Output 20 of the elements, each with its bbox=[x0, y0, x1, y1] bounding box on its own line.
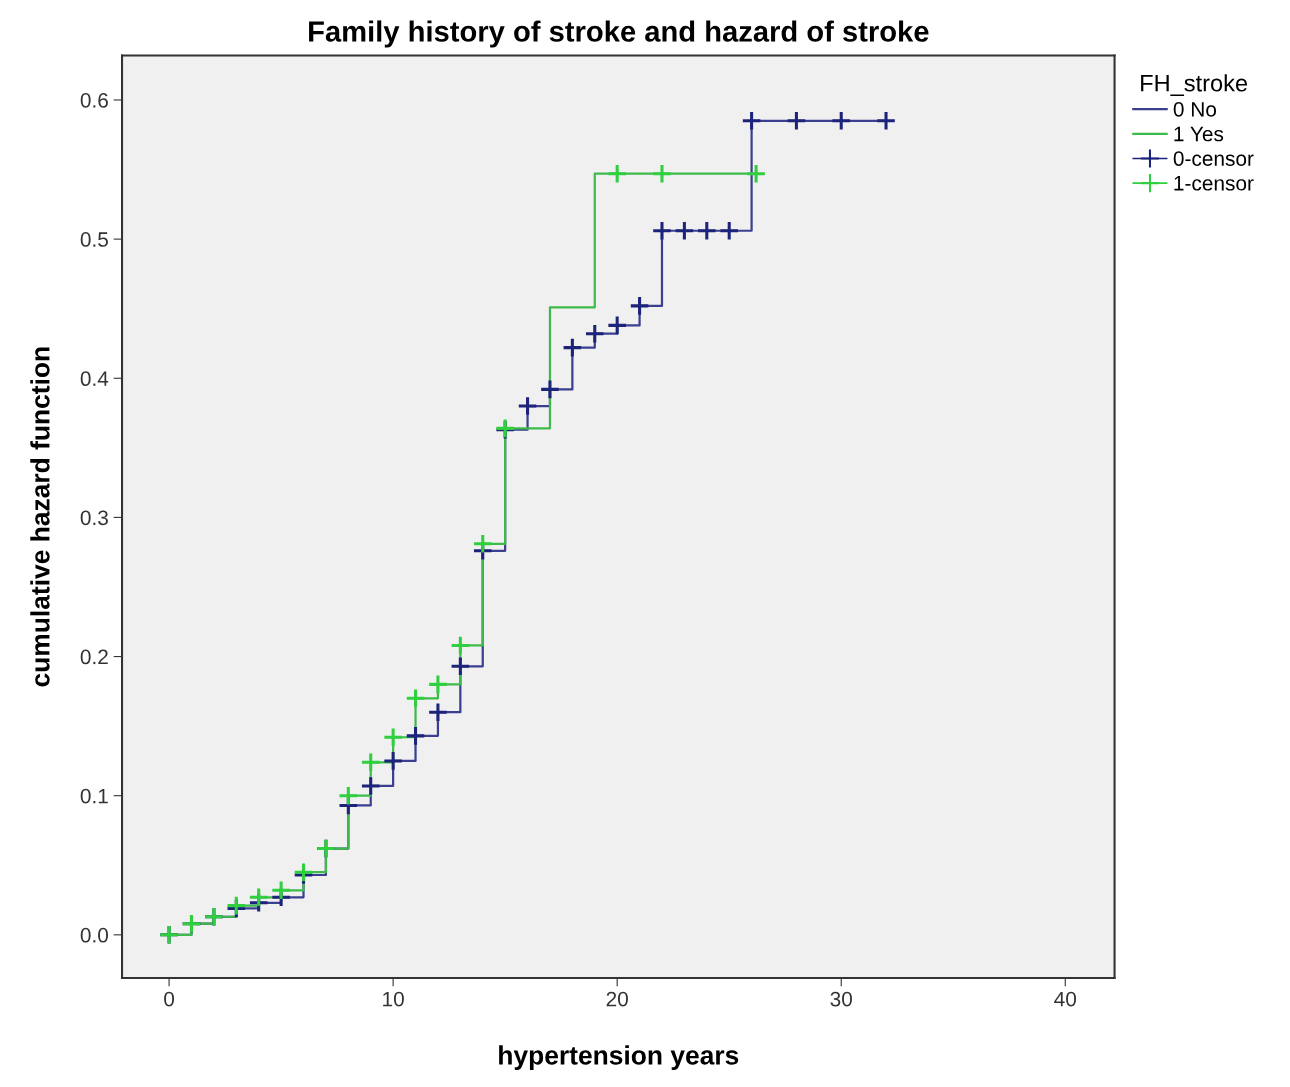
y-tick-label: 0.2 bbox=[80, 649, 108, 665]
legend-label: 1-censor bbox=[1174, 176, 1254, 191]
x-tick-label: 40 bbox=[1054, 991, 1077, 1007]
legend-title: FH_stroke bbox=[1141, 74, 1248, 96]
y-axis-title: cumulative hazard function bbox=[30, 347, 50, 687]
legend-label: 0-censor bbox=[1173, 151, 1254, 166]
y-tick-label: 0.3 bbox=[80, 510, 108, 526]
y-tick-label: 0.4 bbox=[80, 371, 109, 387]
x-tick-label: 10 bbox=[383, 991, 404, 1007]
legend-label: 0 No bbox=[1173, 101, 1217, 117]
y-tick-label: 0.5 bbox=[80, 232, 108, 247]
x-axis-title: hypertension years bbox=[499, 1045, 739, 1070]
y-tick-label: 0.6 bbox=[80, 92, 108, 108]
x-tick-label: 0 bbox=[164, 991, 175, 1007]
x-tick-label: 30 bbox=[830, 991, 852, 1007]
y-tick-label: 0.1 bbox=[80, 788, 108, 804]
legend-label: 1 Yes bbox=[1174, 126, 1224, 142]
chart-title: Family history of stroke and hazard of stroke bbox=[309, 20, 929, 48]
x-tick-label: 20 bbox=[606, 991, 628, 1007]
y-tick-label: 0.0 bbox=[80, 927, 109, 943]
